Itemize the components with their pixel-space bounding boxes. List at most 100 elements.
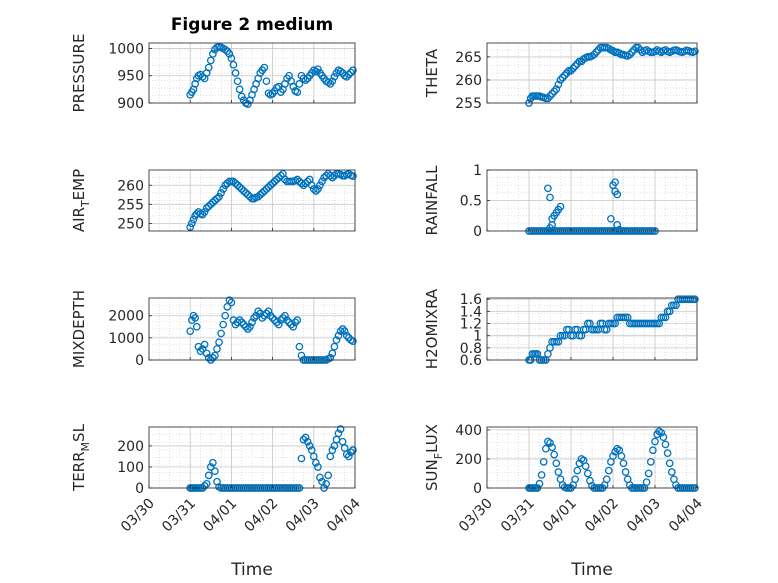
data-point — [266, 181, 275, 190]
data-point — [297, 351, 306, 360]
data-point — [665, 459, 674, 468]
y-axis-label: AIRTEMP — [70, 169, 92, 232]
data-point — [544, 184, 552, 193]
data-point — [204, 471, 213, 480]
data-point — [250, 314, 258, 322]
y-tick-label: 400 — [455, 423, 482, 439]
data-point — [198, 72, 207, 81]
data-point — [299, 74, 308, 83]
data-point — [592, 48, 601, 57]
data-point — [264, 183, 273, 192]
data-point — [336, 425, 345, 433]
subplot-mixdepth: 0 1000 2000 MIXDEPTH — [70, 290, 357, 369]
data-point — [248, 318, 256, 327]
data-point — [229, 177, 238, 186]
data-point — [621, 468, 630, 476]
data-point — [691, 47, 699, 56]
data-point — [235, 183, 244, 192]
data-point — [291, 318, 300, 327]
data-point — [262, 77, 271, 86]
data-point — [293, 175, 302, 184]
data-point — [581, 462, 590, 471]
data-point — [328, 77, 337, 86]
data-point — [289, 82, 298, 91]
data-point — [314, 65, 322, 74]
y-tick-label: 950 — [117, 69, 144, 85]
data-point — [546, 439, 554, 447]
data-point — [615, 225, 624, 234]
data-point — [200, 340, 209, 349]
y-tick-label: 255 — [117, 197, 144, 213]
x-tick-label: 04/03 — [624, 496, 664, 536]
x-tick-label: 03/31 — [159, 496, 199, 536]
data-point — [225, 296, 234, 305]
data-point — [328, 349, 337, 358]
data-point — [293, 316, 302, 324]
y-tick-label: 0.6 — [460, 353, 482, 369]
data-point — [262, 309, 271, 318]
data-point — [204, 202, 213, 211]
data-point — [604, 466, 613, 475]
data-point — [344, 169, 353, 178]
data-point — [217, 329, 225, 338]
data-point — [260, 63, 269, 72]
data-point — [340, 327, 349, 336]
data-point — [221, 181, 230, 190]
x-axis-label: Time — [230, 560, 273, 580]
data-point — [571, 62, 580, 70]
data-point — [307, 181, 316, 190]
data-point — [206, 56, 215, 65]
data-point — [244, 100, 252, 108]
data-point — [301, 433, 310, 442]
data-point — [663, 449, 672, 457]
data-point — [202, 479, 211, 488]
y-tick-label: 200 — [117, 439, 144, 455]
data-point — [691, 295, 699, 304]
data-point — [539, 458, 548, 466]
x-tick-label: 04/03 — [283, 496, 323, 536]
data-point — [571, 475, 580, 484]
data-point — [202, 204, 211, 212]
data-point — [651, 437, 659, 446]
data-point — [209, 198, 217, 207]
data-point — [225, 50, 234, 58]
data-point — [209, 458, 217, 467]
data-point — [552, 459, 561, 468]
data-point — [221, 311, 230, 320]
data-point — [200, 482, 209, 490]
data-point — [314, 185, 322, 193]
data-point — [192, 322, 201, 331]
data-series — [186, 169, 357, 232]
data-point — [332, 336, 341, 344]
x-tick-label: 03/31 — [498, 496, 538, 536]
data-point — [202, 349, 211, 358]
data-point — [617, 452, 626, 460]
axes-box — [148, 297, 356, 361]
subplot-h2omixra: 0.60.811.21.41.6 H2OMIXRA — [423, 288, 699, 369]
data-point — [567, 66, 575, 75]
data-point — [235, 85, 244, 94]
data-point — [667, 468, 676, 476]
y-tick-label: 900 — [117, 96, 144, 112]
data-point — [254, 192, 263, 201]
y-tick-label: 2000 — [108, 309, 144, 325]
data-point — [235, 316, 244, 324]
data-point — [295, 342, 304, 351]
data-point — [200, 208, 209, 216]
data-point — [634, 43, 643, 52]
data-point — [229, 60, 238, 69]
data-point — [314, 463, 322, 471]
data-point — [244, 325, 252, 333]
data-point — [233, 77, 242, 86]
axes-box — [486, 297, 698, 361]
data-point — [295, 80, 304, 88]
data-point — [299, 435, 308, 444]
data-point — [548, 221, 556, 229]
data-point — [312, 67, 320, 76]
y-tick-label: 0 — [473, 481, 482, 497]
axes-box — [486, 42, 698, 104]
y-tick-label: 200 — [455, 452, 482, 468]
data-point — [336, 327, 345, 336]
data-point — [241, 189, 250, 197]
